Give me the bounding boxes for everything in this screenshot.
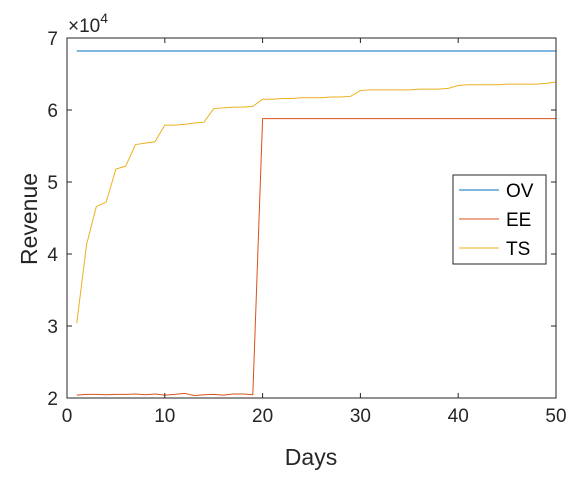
legend-label-ov: OV — [506, 181, 534, 202]
svg-text:×104: ×104 — [68, 10, 108, 37]
y-tick-label: 3 — [47, 317, 58, 338]
y-axis-exponent: ×104 — [68, 10, 108, 37]
x-tick-label: 40 — [448, 406, 469, 427]
x-axis-label: Days — [285, 444, 337, 470]
x-tick-label: 10 — [154, 406, 175, 427]
legend: OV EE TS — [452, 174, 547, 265]
y-tick-label: 5 — [47, 173, 58, 194]
x-tick-label: 20 — [252, 406, 273, 427]
y-axis-label: Revenue — [16, 173, 42, 265]
x-tick-label: 30 — [350, 406, 371, 427]
y-tick-label: 6 — [47, 101, 58, 122]
x-tick-label: 0 — [62, 406, 73, 427]
exponent-base: ×10 — [68, 16, 100, 37]
exponent-power: 4 — [100, 10, 108, 26]
axes-box — [66, 37, 557, 399]
y-tick-label: 2 — [47, 389, 58, 410]
series-line-ts — [76, 81, 557, 324]
axes: 0 10 20 30 40 50 2 3 4 5 6 7 — [47, 29, 566, 427]
y-tick-label: 4 — [47, 245, 58, 266]
legend-label-ts: TS — [506, 239, 530, 260]
series-line-ee — [76, 118, 556, 396]
y-tick-label: 7 — [47, 29, 58, 50]
x-tick-label: 50 — [545, 406, 566, 427]
legend-label-ee: EE — [506, 210, 531, 231]
